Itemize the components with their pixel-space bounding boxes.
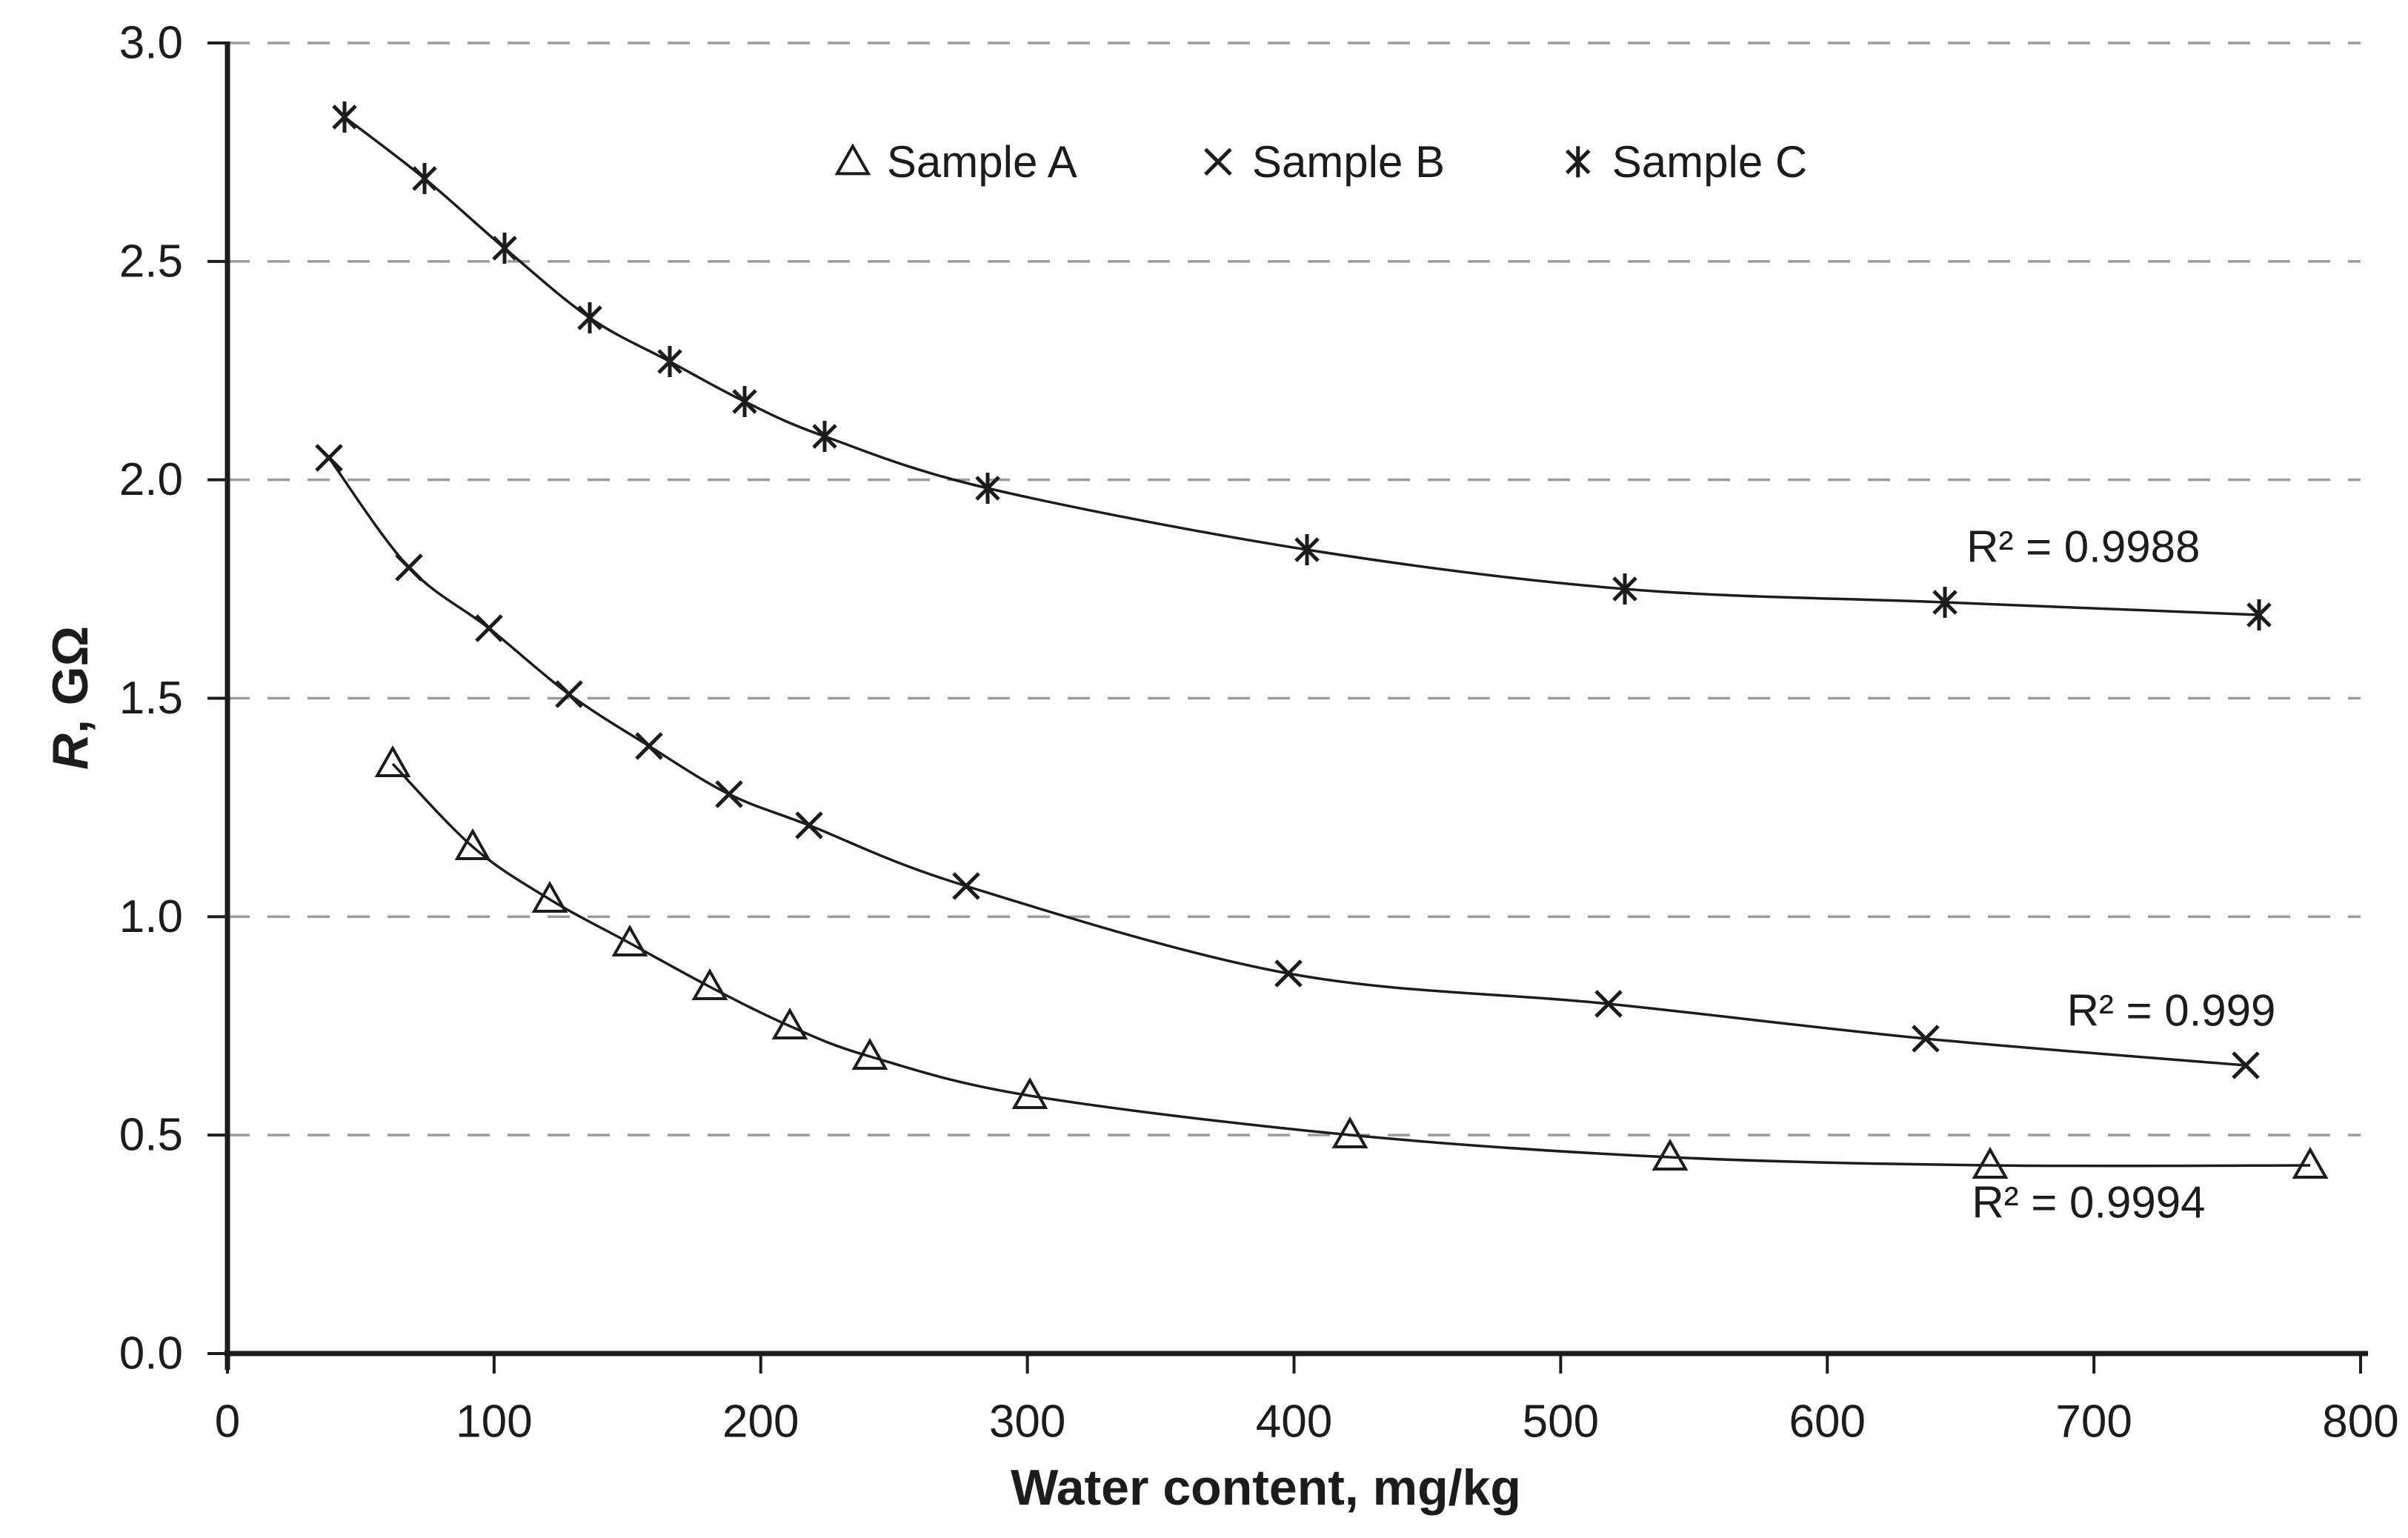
- legend-marker-sample-a: [834, 143, 871, 176]
- marker-sample-b-9: [1594, 990, 1623, 1018]
- marker-sample-a-9: [1652, 1138, 1689, 1171]
- marker-sample-b-5: [715, 780, 743, 808]
- marker-sample-c-2: [492, 233, 517, 264]
- marker-sample-b-11: [2232, 1051, 2260, 1079]
- legend-marker-sample-c: [1566, 146, 1591, 178]
- marker-sample-b-10: [1912, 1025, 1940, 1053]
- x-axis-title: Water content, mg/kg: [1011, 1459, 1521, 1516]
- marker-sample-c-7: [975, 473, 1000, 504]
- trendline-sample-a: [391, 762, 2311, 1168]
- marker-sample-c-5: [732, 386, 757, 417]
- marker-sample-b-8: [1274, 959, 1303, 988]
- y-tick-label-0.5: 0.5: [119, 1110, 183, 1161]
- marker-sample-a-4: [691, 968, 728, 1000]
- marker-sample-c-8: [1294, 534, 1320, 565]
- legend-label-sample-b: Sample B: [1252, 137, 1445, 187]
- x-tick-label-700: 700: [2055, 1396, 2132, 1448]
- marker-sample-a-5: [771, 1007, 808, 1039]
- marker-sample-a-3: [611, 924, 648, 956]
- marker-sample-c-10: [1932, 587, 1958, 618]
- y-tick-label-2.5: 2.5: [119, 236, 183, 287]
- x-tick-label-200: 200: [722, 1396, 799, 1448]
- marker-sample-b-6: [795, 811, 823, 839]
- marker-sample-a-8: [1331, 1116, 1368, 1148]
- marker-sample-c-1: [412, 163, 437, 194]
- y-tick-label-1.0: 1.0: [119, 891, 183, 942]
- marker-sample-c-9: [1612, 573, 1637, 605]
- x-tick-label-100: 100: [456, 1396, 532, 1448]
- y-tick-label-1.5: 1.5: [119, 673, 183, 724]
- marker-sample-b-2: [475, 614, 503, 642]
- marker-sample-a-0: [374, 745, 411, 777]
- x-tick-label-800: 800: [2322, 1396, 2398, 1448]
- marker-sample-b-3: [555, 680, 583, 708]
- marker-sample-b-0: [315, 444, 343, 472]
- marker-sample-a-6: [851, 1037, 888, 1070]
- marker-sample-c-4: [657, 346, 682, 377]
- y-axis-title: R, GΩ: [42, 626, 99, 770]
- y-tick-label-0.0: 0.0: [119, 1328, 183, 1379]
- marker-sample-a-2: [531, 880, 568, 913]
- marker-sample-a-11: [2292, 1146, 2329, 1179]
- marker-sample-a-1: [454, 828, 491, 860]
- r2-label-sample-c: R² = 0.9988: [1966, 522, 2200, 571]
- marker-sample-c-6: [812, 421, 837, 452]
- trendline-sample-c: [343, 116, 2260, 616]
- y-tick-label-3.0: 3.0: [119, 18, 183, 69]
- x-tick-label-600: 600: [1789, 1396, 1866, 1448]
- r2-label-sample-b: R² = 0.999: [2067, 986, 2276, 1036]
- marker-sample-c-11: [2246, 599, 2272, 630]
- marker-sample-b-7: [952, 872, 980, 900]
- marker-sample-a-7: [1011, 1076, 1048, 1109]
- r2-label-sample-a: R² = 0.9994: [1972, 1177, 2205, 1227]
- x-tick-label-0: 0: [215, 1396, 240, 1448]
- legend-label-sample-c: Sample C: [1612, 137, 1807, 187]
- x-tick-label-300: 300: [989, 1396, 1065, 1448]
- x-tick-label-400: 400: [1256, 1396, 1332, 1448]
- x-tick-label-500: 500: [1523, 1396, 1599, 1448]
- marker-sample-b-4: [635, 732, 663, 760]
- y-tick-label-2.0: 2.0: [119, 454, 183, 505]
- legend-marker-sample-b: [1204, 147, 1232, 176]
- marker-sample-c-3: [577, 302, 602, 333]
- marker-sample-b-1: [395, 553, 423, 582]
- legend-label-sample-a: Sample A: [887, 137, 1077, 187]
- marker-sample-a-10: [1972, 1146, 2009, 1179]
- marker-sample-c-0: [332, 101, 357, 133]
